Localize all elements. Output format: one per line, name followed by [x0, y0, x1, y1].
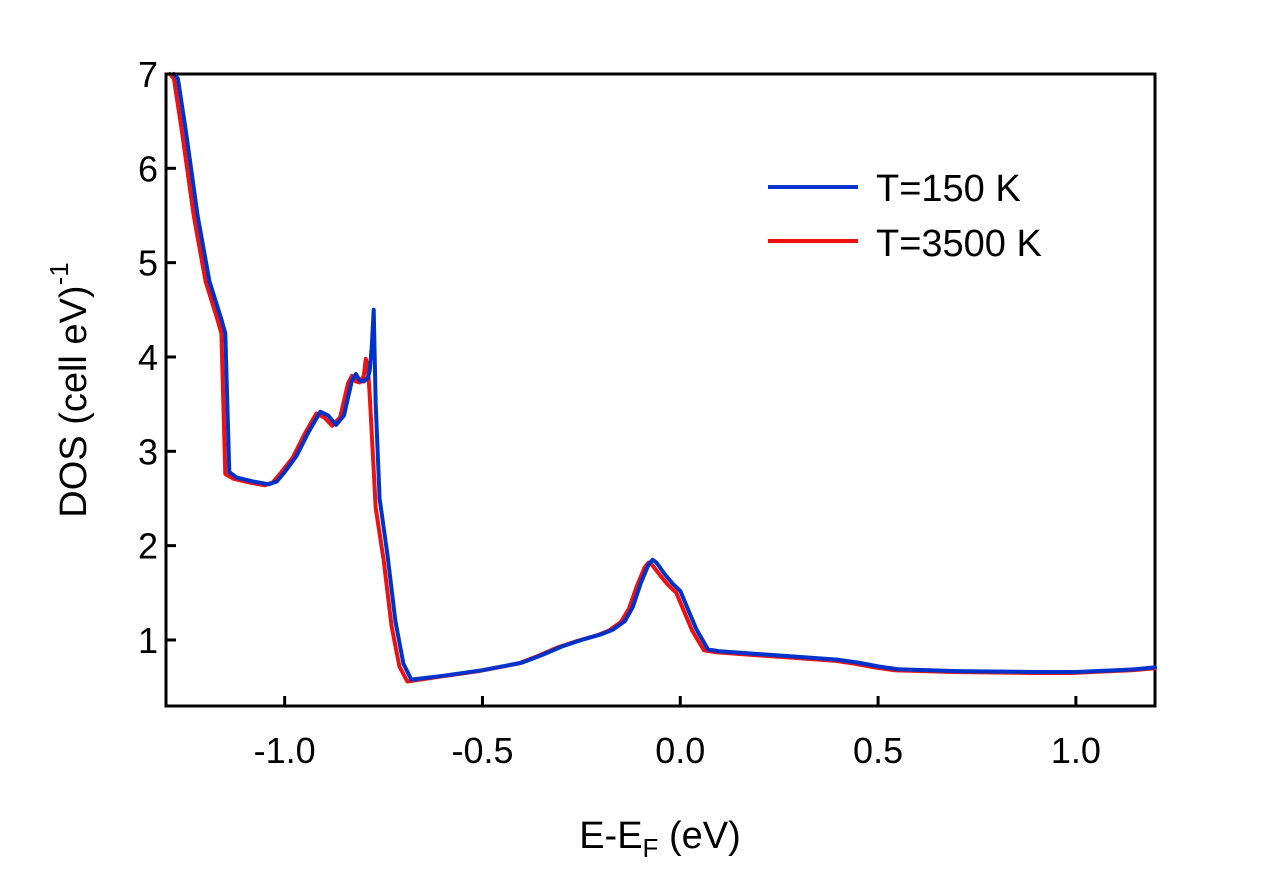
- x-tick-label: -1.0: [254, 730, 316, 771]
- y-axis-label: DOS (cell eV)-1: [44, 262, 95, 517]
- series-line-t3500k: [168, 72, 1157, 684]
- y-axis-ticks: 1 2 3 4 5 6 7: [138, 54, 176, 661]
- x-tick-label: -0.5: [451, 730, 513, 771]
- x-axis-ticks: -1.0 -0.5 0.0 0.5 1.0: [254, 696, 1101, 771]
- y-tick-label: 3: [138, 431, 158, 472]
- legend-label-t150k: T=150 K: [876, 168, 1021, 210]
- y-tick-label: 2: [138, 526, 158, 567]
- series-lines: [168, 72, 1157, 684]
- y-tick-label: 4: [138, 337, 158, 378]
- y-tick-label: 6: [138, 148, 158, 189]
- x-axis-label-tail: (eV): [658, 815, 740, 857]
- y-axis-label-main: DOS (cell eV): [53, 285, 95, 517]
- x-tick-label: 1.0: [1051, 730, 1101, 771]
- x-tick-label: 0.0: [655, 730, 705, 771]
- x-axis-label-subscript: F: [643, 833, 659, 863]
- plot-frame: [164, 72, 1157, 708]
- y-axis-label-superscript: -1: [44, 262, 74, 285]
- legend-label-t3500k: T=3500 K: [876, 223, 1042, 265]
- x-axis-label-main: E-E: [579, 815, 642, 857]
- series-line-t150k: [171, 72, 1157, 682]
- x-axis-label: E-EF (eV): [579, 815, 741, 863]
- y-tick-label: 5: [138, 243, 158, 284]
- y-tick-label: 1: [138, 620, 158, 661]
- x-tick-label: 0.5: [853, 730, 903, 771]
- y-tick-label: 7: [138, 54, 158, 95]
- legend: T=150 K T=3500 K: [768, 168, 1042, 265]
